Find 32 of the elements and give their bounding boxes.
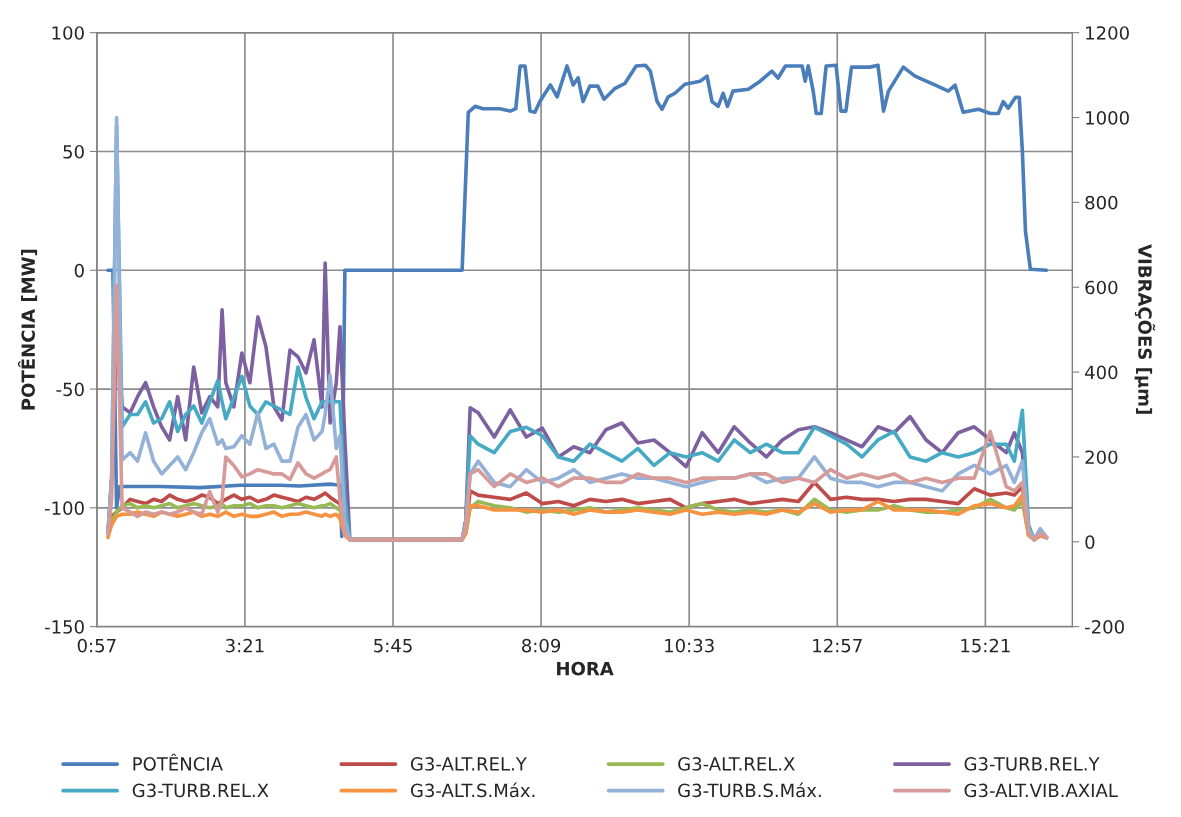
legend-label: G3-TURB.REL.X — [132, 783, 269, 798]
y2-tick-label: 200 — [1085, 450, 1118, 465]
legend-label: G3-TURB.S.Máx. — [678, 782, 821, 798]
legend-label: G3-ALT.VIB.AXIAL — [964, 783, 1118, 798]
x-tick-label: 15:21 — [961, 638, 1010, 653]
y-tick-label: 50 — [63, 144, 84, 159]
x-tick-label: 5:45 — [374, 639, 412, 653]
x-tick-label: 3:21 — [226, 638, 264, 653]
x-tick-label: 8:09 — [522, 638, 561, 653]
y-tick-label: -150 — [44, 620, 84, 634]
y-tick-label: -50 — [56, 382, 84, 397]
y2-tick-label: 1000 — [1086, 110, 1129, 125]
x-tick-label: 10:33 — [665, 638, 714, 653]
y-tick-label: 100 — [52, 26, 84, 40]
y-tick-label: -100 — [44, 501, 84, 515]
x-axis-title: HORA — [557, 661, 614, 676]
y2-tick-label: 400 — [1085, 365, 1118, 380]
legend-label: G3-ALT.REL.X — [678, 757, 795, 771]
y-tick-label: 0 — [74, 263, 84, 278]
y2-tick-label: 1200 — [1086, 26, 1129, 40]
y-axis-title: POTÊNCIA [MW] — [18, 249, 38, 410]
y2-tick-label: -200 — [1085, 620, 1124, 634]
legend-label: G3-ALT.REL.Y — [410, 757, 527, 771]
legend-label: G3-ALT.S.Máx. — [410, 782, 535, 798]
x-tick-label: 12:57 — [813, 638, 862, 653]
y2-tick-label: 800 — [1085, 195, 1118, 210]
y2-tick-label: 600 — [1085, 280, 1118, 295]
legend-label: G3-TURB.REL.Y — [964, 757, 1100, 771]
legend-label: POTÊNCIA — [133, 753, 223, 771]
x-tick-label: 0:57 — [77, 638, 116, 653]
y2-axis-title: VIBRAÇÕES [µm] — [1134, 244, 1156, 414]
y2-tick-label: 0 — [1085, 535, 1095, 549]
